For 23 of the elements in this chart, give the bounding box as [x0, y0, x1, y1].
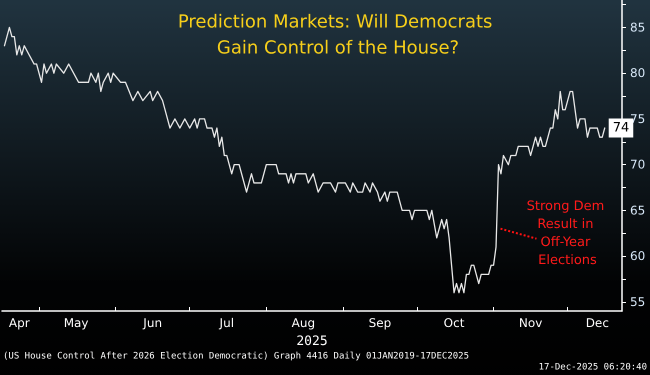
y-tick-label: 85 — [630, 20, 646, 34]
y-tick-label: 70 — [630, 158, 646, 172]
y-tick-label: 80 — [630, 66, 646, 80]
x-tick-label: Aug — [292, 316, 316, 330]
text: (US House Control After 2026 Election Democratic) Graph 4416 Daily 01JAN2019-17DEC2025 — [3, 352, 469, 362]
x-tick-label: Oct — [444, 316, 465, 330]
text: Prediction Markets: Will Democrats Gain Control of the House? — [178, 12, 498, 58]
annotation: Strong Dem Result in Off-Year Elections — [526, 199, 608, 268]
x-tick-label: Jun — [142, 316, 162, 330]
y-tick-label: 55 — [630, 294, 646, 309]
y-tick-label: 75 — [630, 112, 646, 126]
y-tick-label: 65 — [630, 203, 646, 218]
x-tick-label: Apr — [8, 316, 30, 330]
x-tick-label: May — [64, 316, 89, 330]
x-tick-label: Nov — [518, 316, 542, 330]
y-tick-label: 60 — [630, 249, 646, 264]
x-tick-label: Jul — [218, 316, 234, 330]
x-tick-label: Dec — [586, 316, 609, 330]
x-axis-title: 2025 — [296, 334, 328, 349]
x-tick-label: Sep — [368, 316, 392, 330]
line-series — [4, 26, 606, 294]
text: 17-Dec-2025 06:20:40 — [538, 362, 648, 372]
data-label: 74 — [612, 120, 630, 136]
